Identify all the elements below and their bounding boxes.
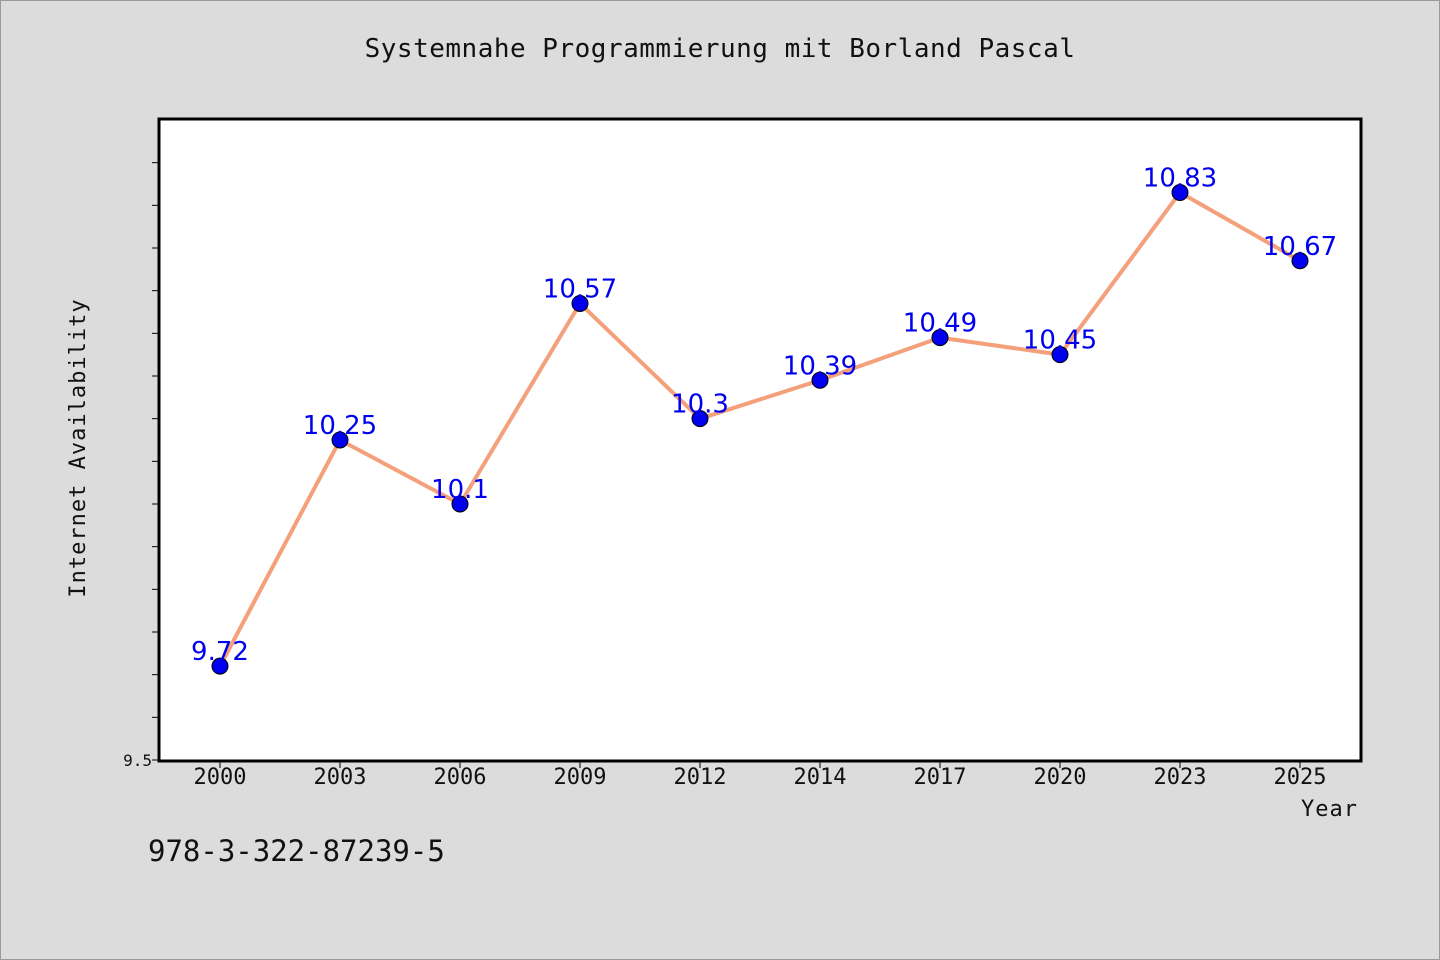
data-label: 10.39 xyxy=(783,351,857,381)
data-point xyxy=(811,371,829,389)
chart-title: Systemnahe Programmierung mit Borland Pa… xyxy=(364,34,1076,64)
y-tick-label: 9.5 xyxy=(123,751,152,770)
data-label: 10.83 xyxy=(1143,164,1217,194)
x-tick-label: 2006 xyxy=(434,765,487,790)
data-label: 9.72 xyxy=(191,637,249,667)
data-label: 10.45 xyxy=(1023,326,1097,356)
x-axis-ticks: 2000 2003 2006 2009 2012 2014 2017 2020 2023 2025 xyxy=(194,760,1327,790)
data-point xyxy=(691,410,709,428)
data-label: 10.1 xyxy=(431,475,489,505)
y-axis-ticks: 9.5 xyxy=(123,162,160,770)
footer-isbn-text: 978-3-322-87239-5 xyxy=(148,834,445,868)
x-tick-label: 2023 xyxy=(1154,765,1207,790)
data-point xyxy=(451,495,469,513)
data-point xyxy=(1291,252,1309,270)
data-label: 10.49 xyxy=(903,309,977,339)
data-point xyxy=(211,657,229,675)
data-point xyxy=(331,431,349,449)
data-label: 10.3 xyxy=(671,390,729,420)
plot-area xyxy=(157,117,1363,763)
x-tick-label: 2003 xyxy=(314,765,367,790)
y-axis-title: Internet Availability xyxy=(66,298,91,597)
data-label: 10.25 xyxy=(303,411,377,441)
series-line xyxy=(218,190,1301,668)
x-tick-label: 2009 xyxy=(554,765,607,790)
x-tick-label: 2012 xyxy=(674,765,727,790)
series-layer: 9.72 10.25 10.1 10.57 10.3 10.39 10.49 10.45 10.… xyxy=(191,164,1337,675)
x-tick-label: 2020 xyxy=(1034,765,1087,790)
x-tick-label: 2017 xyxy=(914,765,967,790)
data-point xyxy=(931,329,949,347)
data-label: 10.57 xyxy=(543,274,617,304)
x-tick-label: 2025 xyxy=(1274,765,1327,790)
x-axis-title: Year xyxy=(1301,797,1358,822)
data-point xyxy=(571,294,589,312)
data-point xyxy=(1171,184,1189,202)
x-tick-label: 2000 xyxy=(194,765,247,790)
data-point xyxy=(1051,346,1069,364)
x-tick-label: 2014 xyxy=(794,765,847,790)
data-label: 10.67 xyxy=(1263,232,1337,262)
